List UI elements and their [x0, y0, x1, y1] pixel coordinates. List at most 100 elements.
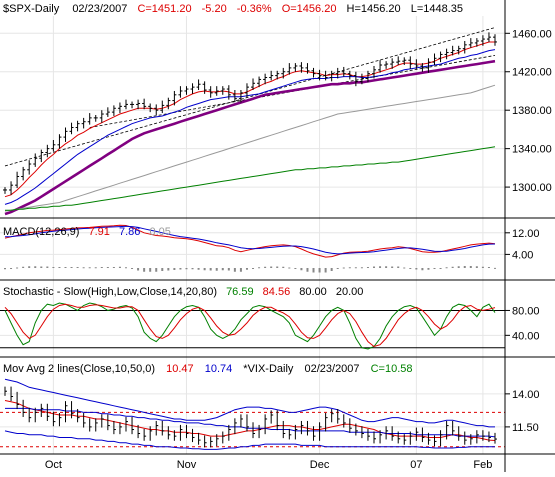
macd-histogram-bar: [209, 268, 212, 271]
macd-histogram-bar: [118, 266, 121, 268]
macd-histogram-bar: [385, 266, 388, 268]
macd-histogram-bar: [88, 267, 91, 269]
macd-histogram-bar: [167, 268, 170, 271]
macd-histogram-bar: [451, 266, 454, 268]
macd-histogram-bar: [46, 266, 49, 268]
price-axis-tick-label: 1460.00: [512, 28, 552, 40]
x-tick-label: Oct: [45, 459, 62, 471]
macd-histogram-bar: [76, 267, 79, 268]
macd-histogram-bar: [203, 268, 206, 271]
macd-signal-line: [4, 225, 496, 255]
macd-histogram-bar: [481, 266, 484, 268]
stochastic-lower-level: 20.00: [336, 286, 364, 298]
macd-histogram-bar: [360, 267, 363, 269]
macd-axis-tick-label: 12.00: [512, 228, 540, 240]
percent-change-label: -0.36%: [237, 3, 272, 15]
change-label: -5.20: [202, 3, 227, 15]
macd-histogram-bar: [336, 268, 339, 269]
macd-histogram-bar: [239, 268, 242, 272]
macd-macd-line: [4, 224, 496, 258]
macd-histogram-bar: [318, 268, 321, 273]
price-axis-tick-label: 1300.00: [512, 182, 552, 194]
macd-histogram-bar: [106, 267, 109, 268]
stochastic-axis-tick-label: 40.00: [512, 330, 540, 342]
price-ma-200-line: [5, 146, 496, 211]
macd-histogram-bar: [427, 268, 430, 270]
macd-histogram-bar: [185, 268, 188, 270]
macd-histogram-bar: [22, 266, 25, 268]
vix-bb-lower-line: [4, 430, 495, 450]
stochastic-d-value: 84.56: [263, 286, 291, 298]
vix-ma-title: Mov Avg 2 lines(Close,10,50,0): [3, 363, 155, 375]
macd-histogram-bar: [373, 266, 376, 268]
macd-histogram-bar: [294, 268, 297, 269]
macd-histogram-bar: [70, 267, 73, 268]
price-ma-mid-line: [4, 49, 496, 205]
vix-date-label: 02/23/2007: [304, 363, 359, 375]
macd-histogram-bar: [4, 268, 6, 270]
price-ma-100-line: [4, 84, 496, 212]
x-tick-label: 07: [410, 459, 422, 471]
vix-symbol-label: *VIX-Daily: [243, 363, 294, 375]
macd-histogram-value: 0.05: [149, 226, 170, 238]
macd-histogram-bar: [415, 268, 418, 270]
macd-histogram-bar: [82, 267, 85, 269]
low-label: L=1448.35: [411, 3, 463, 15]
price-header: $SPX-Daily 02/23/2007 C=1451.20 -5.20 -0…: [3, 3, 463, 15]
macd-histogram-bar: [330, 268, 333, 271]
macd-histogram-bar: [282, 266, 285, 268]
macd-histogram-bar: [354, 267, 357, 269]
macd-histogram-bar: [270, 266, 273, 268]
macd-histogram-bar: [342, 267, 345, 269]
vix-bb-upper-line: [4, 378, 495, 428]
macd-histogram-bar: [124, 267, 127, 269]
macd-histogram-bar: [143, 268, 146, 272]
macd-histogram-bar: [64, 267, 67, 268]
macd-histogram-bar: [457, 266, 460, 268]
macd-histogram-bar: [487, 267, 490, 268]
svg-text:Stochastic - Slow(High,Low,Clo: Stochastic - Slow(High,Low,Close,14,20,8…: [3, 286, 363, 298]
macd-histogram-bar: [149, 268, 152, 272]
high-label: H=1456.20: [347, 3, 401, 15]
macd-histogram-bar: [245, 268, 248, 270]
macd-axis-tick-label: 4.00: [512, 249, 533, 261]
macd-histogram-bar: [324, 268, 327, 273]
macd-histogram-bar: [58, 267, 61, 268]
vix-ma-long-line: [5, 407, 496, 438]
macd-histogram-bar: [264, 266, 267, 268]
vix-axis-tick-label: 11.50: [512, 422, 539, 434]
macd-histogram-bar: [155, 268, 158, 272]
stochastic-axis-tick-label: 80.00: [512, 305, 540, 317]
macd-histogram-bar: [433, 268, 436, 269]
macd-histogram-bar: [421, 268, 424, 271]
macd-value: 7.91: [88, 226, 109, 238]
price-ma-short-line: [4, 41, 495, 198]
macd-histogram-bar: [475, 266, 478, 268]
macd-histogram-bar: [52, 267, 55, 268]
svg-text:$SPX-Daily 02/23/2007: $SPX-Daily 02/23/2007 C=1451.20 -5.20 -0…: [3, 3, 463, 15]
open-label: O=1456.20: [282, 3, 337, 15]
macd-histogram-bar: [397, 266, 400, 268]
macd-histogram-bar: [16, 267, 19, 269]
vix-axis-tick-label: 14.00: [512, 389, 540, 401]
stochastic-title: Stochastic - Slow(High,Low,Close,14,20,8…: [3, 286, 217, 298]
stochastic-d-line: [4, 303, 496, 348]
macd-histogram-bar: [445, 267, 448, 269]
macd-histogram-bar: [348, 267, 351, 269]
macd-histogram-bar: [34, 266, 37, 268]
symbol-label: $SPX-Daily: [3, 3, 60, 15]
price-axis-tick-label: 1380.00: [512, 105, 552, 117]
date-label: 02/23/2007: [72, 3, 127, 15]
x-tick-label: Nov: [177, 459, 197, 471]
macd-histogram-bar: [131, 268, 134, 269]
x-tick-label: Feb: [473, 459, 492, 471]
macd-title: MACD(12,26,9): [3, 226, 79, 238]
macd-histogram-bar: [366, 267, 369, 268]
stochastic-header: Stochastic - Slow(High,Low,Close,14,20,8…: [3, 286, 363, 298]
svg-text:MACD(12,26,9) 7.91: MACD(12,26,9) 7.91 7.86 0.05: [3, 226, 171, 238]
macd-histogram-bar: [179, 268, 182, 270]
macd-histogram-bar: [258, 267, 261, 269]
macd-histogram-bar: [161, 268, 164, 271]
macd-header: MACD(12,26,9) 7.91 7.86 0.05: [3, 226, 171, 238]
